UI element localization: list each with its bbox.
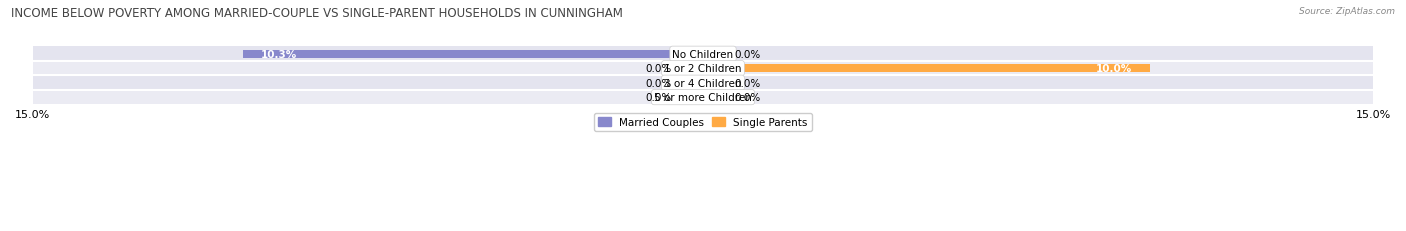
Text: 0.0%: 0.0%: [734, 49, 761, 59]
Text: Source: ZipAtlas.com: Source: ZipAtlas.com: [1299, 7, 1395, 16]
Text: 10.3%: 10.3%: [260, 49, 297, 59]
Bar: [32, 47, 1374, 62]
Text: 1 or 2 Children: 1 or 2 Children: [664, 64, 742, 74]
Bar: [32, 62, 1374, 76]
Text: 5 or more Children: 5 or more Children: [654, 93, 752, 103]
Bar: [243, 51, 703, 58]
Legend: Married Couples, Single Parents: Married Couples, Single Parents: [595, 113, 811, 131]
Text: 0.0%: 0.0%: [645, 93, 672, 103]
Text: No Children: No Children: [672, 49, 734, 59]
Text: 0.0%: 0.0%: [734, 93, 761, 103]
Text: 0.0%: 0.0%: [645, 78, 672, 88]
Text: 0.0%: 0.0%: [645, 64, 672, 74]
Text: 10.0%: 10.0%: [1095, 64, 1132, 74]
Bar: [703, 65, 1150, 73]
Bar: [703, 79, 725, 87]
Text: 3 or 4 Children: 3 or 4 Children: [664, 78, 742, 88]
Bar: [681, 79, 703, 87]
Bar: [703, 94, 725, 102]
Text: INCOME BELOW POVERTY AMONG MARRIED-COUPLE VS SINGLE-PARENT HOUSEHOLDS IN CUNNING: INCOME BELOW POVERTY AMONG MARRIED-COUPL…: [11, 7, 623, 20]
Bar: [703, 51, 725, 58]
Bar: [681, 65, 703, 73]
Bar: [32, 76, 1374, 91]
Bar: [32, 91, 1374, 105]
Text: 0.0%: 0.0%: [734, 78, 761, 88]
Bar: [681, 94, 703, 102]
